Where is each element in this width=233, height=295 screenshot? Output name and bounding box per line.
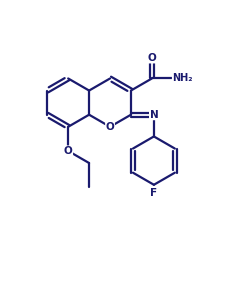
Text: O: O bbox=[147, 53, 156, 63]
Text: NH₂: NH₂ bbox=[172, 73, 193, 83]
Text: O: O bbox=[64, 146, 72, 156]
Text: O: O bbox=[106, 122, 114, 132]
Text: N: N bbox=[150, 110, 158, 120]
Text: F: F bbox=[150, 188, 158, 198]
